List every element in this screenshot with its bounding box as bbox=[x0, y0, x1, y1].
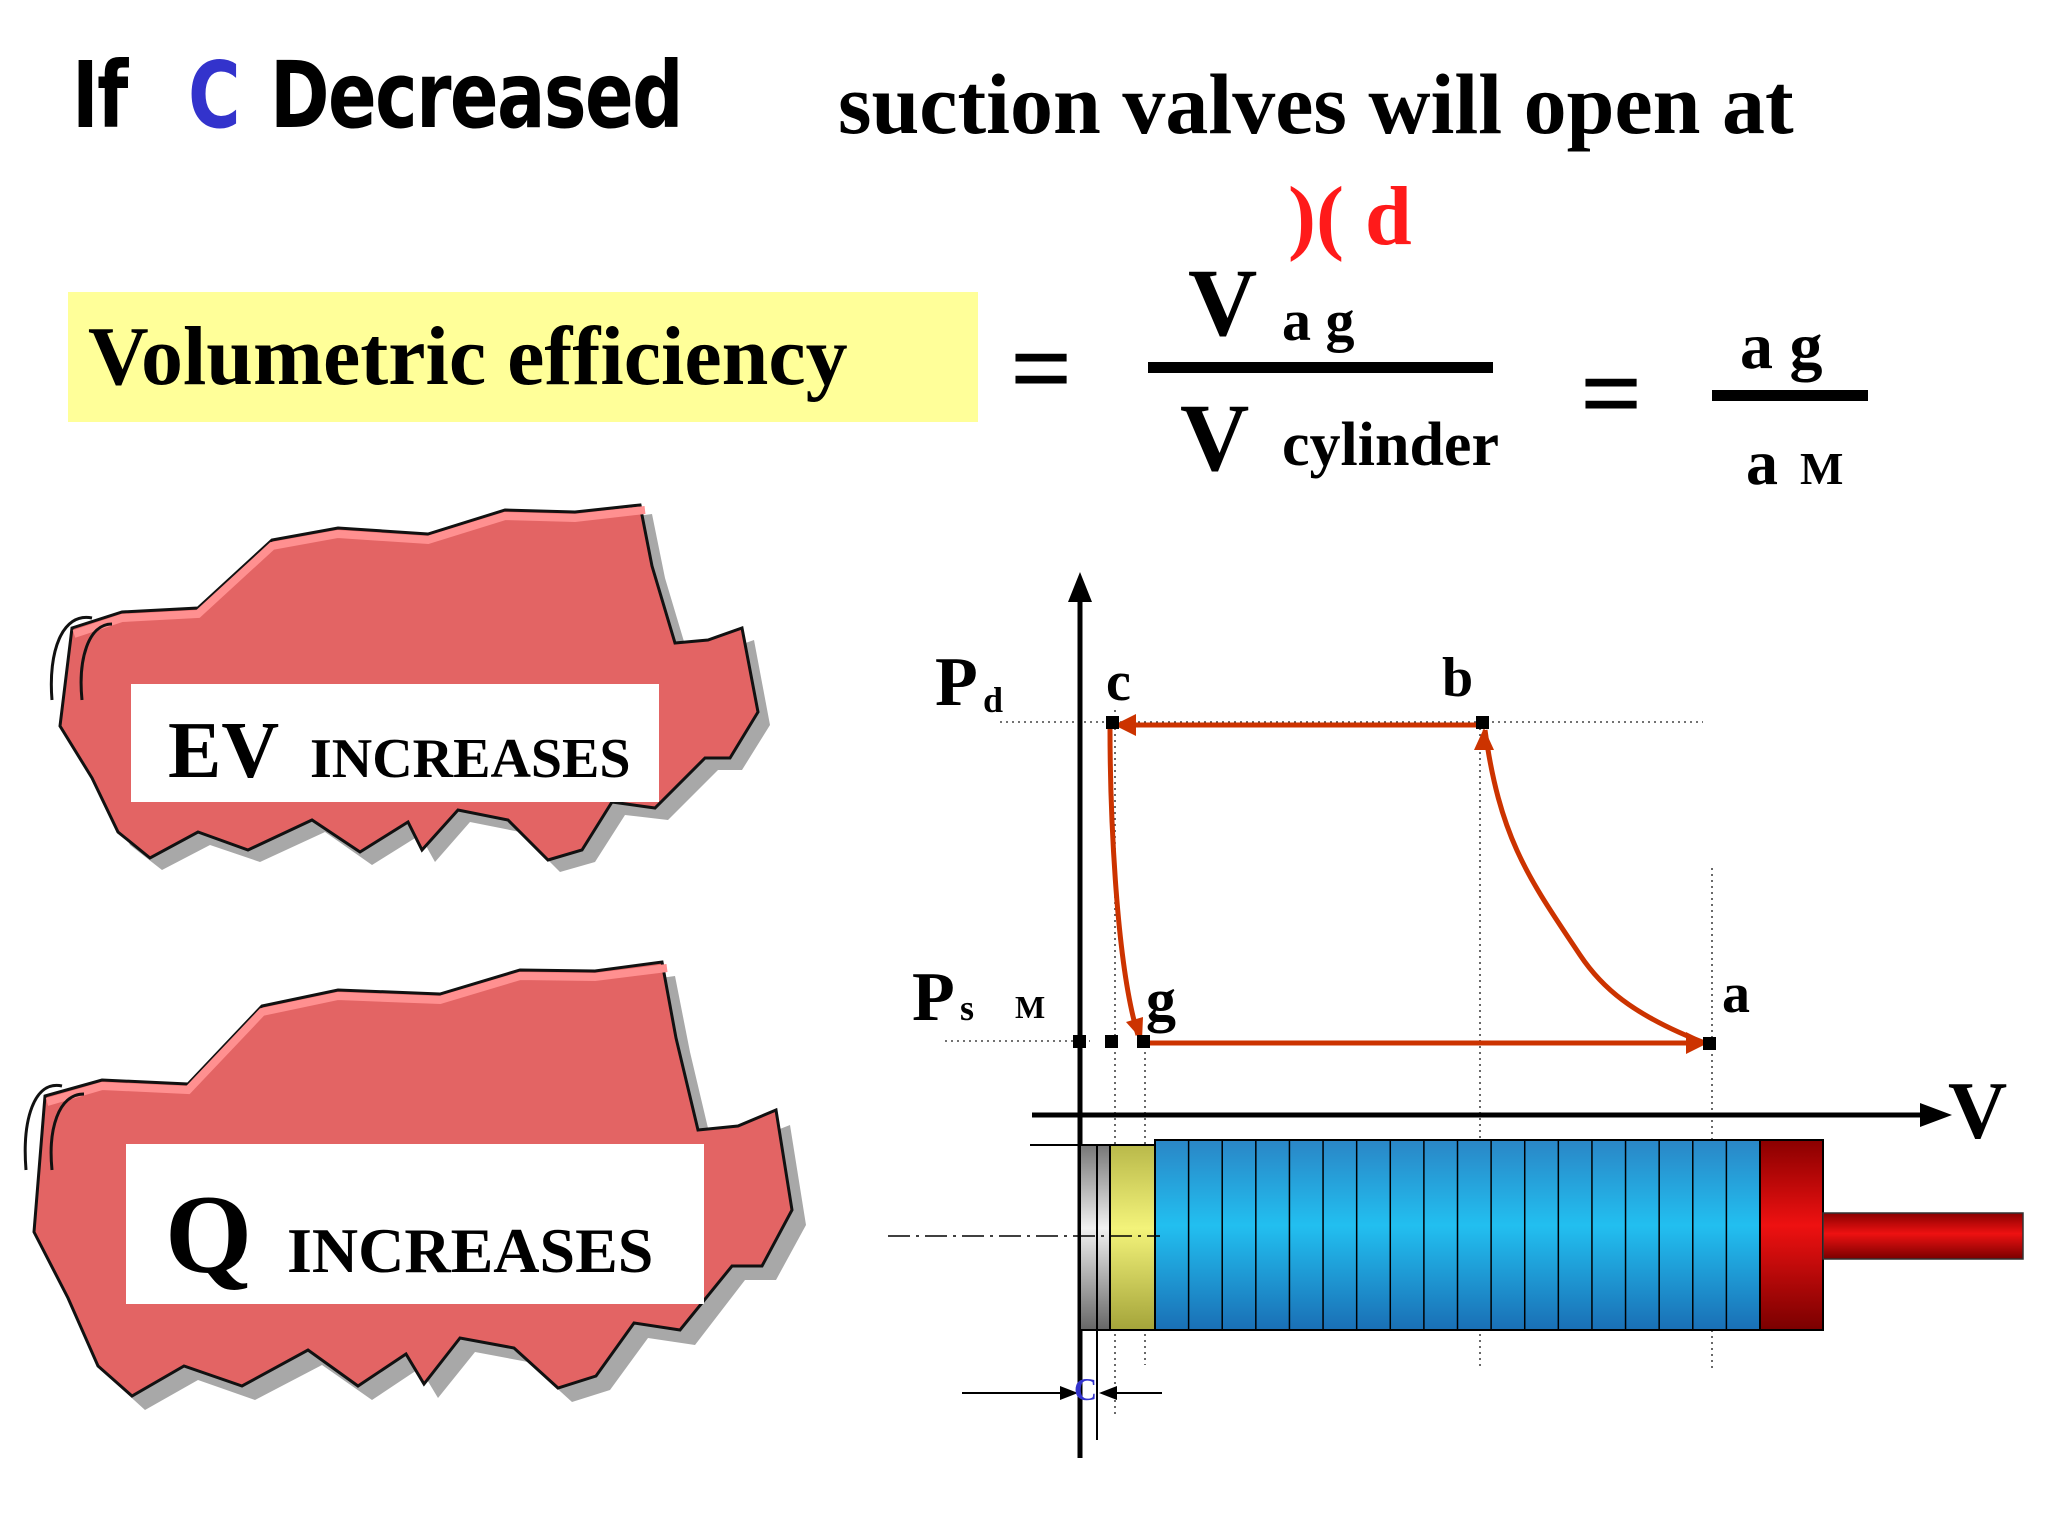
marker-axis-ps bbox=[1073, 1035, 1086, 1048]
arrowhead-to-a bbox=[1686, 1032, 1708, 1054]
callout-q-big: Q bbox=[165, 1173, 252, 1297]
callout-ev-big: EV bbox=[168, 707, 279, 795]
volume-axis-arrowhead bbox=[1920, 1103, 1952, 1127]
point-b-label: b bbox=[1442, 647, 1473, 709]
swept-volume-ribs bbox=[1187, 1141, 1728, 1329]
piston-rod bbox=[1822, 1212, 2024, 1260]
formula-fraction-bar bbox=[1148, 362, 1493, 373]
arrowhead-to-b bbox=[1474, 728, 1494, 750]
callout-q-highlight bbox=[45, 964, 668, 1106]
formula-denominator-sub: cylinder bbox=[1282, 411, 1499, 479]
callout-ev-small: INCREASES bbox=[310, 728, 631, 790]
point-markers bbox=[1073, 716, 1716, 1050]
cycle-arrowheads bbox=[1114, 714, 1708, 1054]
ps-extra: M bbox=[1015, 989, 1045, 1025]
title-verb: Decreased bbox=[270, 42, 684, 149]
formula-label: Volumetric efficiency bbox=[88, 310, 848, 403]
arrowhead-to-g bbox=[1126, 1017, 1143, 1040]
ratio-numerator: a g bbox=[1740, 310, 1823, 383]
arrowhead-to-c bbox=[1114, 714, 1136, 736]
callout-ev-curl bbox=[49, 615, 113, 701]
formula-equals-2: = bbox=[1580, 332, 1643, 454]
formula-numerator-symbol: V bbox=[1188, 249, 1257, 356]
title-prefix: If bbox=[72, 42, 128, 149]
cylinder-head bbox=[1079, 1144, 1111, 1331]
ratio-fraction-bar bbox=[1712, 390, 1868, 401]
cycle bbox=[1107, 722, 1711, 1048]
ratio-denominator-b: M bbox=[1800, 443, 1843, 494]
title-variable: C bbox=[188, 42, 241, 149]
ratio-denominator-a: a bbox=[1746, 427, 1778, 498]
ps-label: P bbox=[912, 959, 955, 1036]
pd-sub: d bbox=[983, 680, 1003, 720]
clearance-dim-right-arrowhead bbox=[1099, 1386, 1117, 1400]
title-point: )( d bbox=[1288, 170, 1412, 263]
formula-denominator-symbol: V bbox=[1180, 384, 1249, 491]
marker-b bbox=[1476, 716, 1489, 729]
marker-c bbox=[1106, 716, 1119, 729]
formula: = V a g V cylinder = a g a M bbox=[1010, 249, 1868, 498]
clearance-label: C bbox=[1074, 1371, 1097, 1407]
piston bbox=[1759, 1139, 1824, 1331]
volume-axis-label: V bbox=[1948, 1065, 2007, 1156]
marker-a bbox=[1703, 1037, 1716, 1050]
point-c-label: c bbox=[1106, 651, 1131, 713]
formula-equals-1: = bbox=[1010, 307, 1073, 429]
cylinder: C bbox=[888, 1139, 2024, 1440]
ps-sub: s bbox=[960, 988, 974, 1028]
callout-ev-highlight bbox=[72, 506, 646, 638]
formula-label-box: Volumetric efficiency bbox=[68, 292, 978, 422]
callout-q-box bbox=[126, 1144, 704, 1304]
callout-ev-box bbox=[131, 684, 659, 802]
pd-label: P bbox=[935, 644, 978, 721]
pv-diagram: P d P s M c b g a V bbox=[912, 572, 2007, 1458]
marker-ps bbox=[1105, 1035, 1118, 1048]
pressure-axis-arrowhead bbox=[1068, 572, 1092, 602]
callout-ev: EV INCREASES bbox=[49, 503, 770, 872]
point-g-label: g bbox=[1146, 967, 1176, 1033]
callout-q-small: INCREASES bbox=[287, 1215, 653, 1286]
clearance-volume bbox=[1109, 1144, 1156, 1331]
expansion-curve bbox=[1107, 727, 1141, 1036]
clearance-dim-left-arrowhead bbox=[1060, 1386, 1078, 1400]
callout-q-curl bbox=[23, 1083, 85, 1171]
compression-curve bbox=[1482, 729, 1711, 1048]
point-a-label: a bbox=[1722, 963, 1750, 1025]
callout-q: Q INCREASES bbox=[23, 960, 806, 1410]
title-suffix: suction valves will open at bbox=[838, 56, 1794, 152]
formula-numerator-sub: a g bbox=[1282, 288, 1355, 353]
marker-g bbox=[1137, 1035, 1150, 1048]
